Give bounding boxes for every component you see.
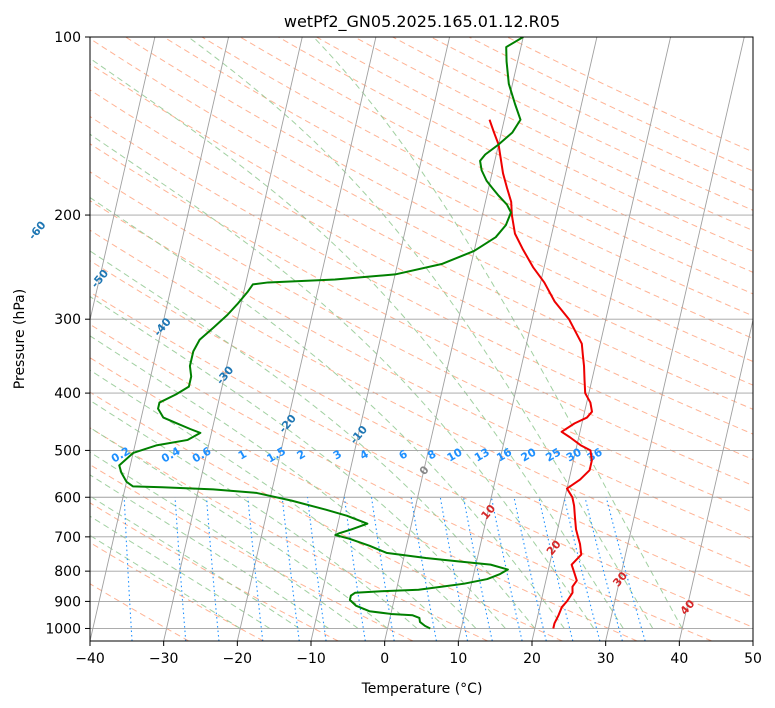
mixing-ratio-line xyxy=(174,497,187,641)
moist-adiabat xyxy=(90,426,388,629)
temperature-profile xyxy=(488,119,593,629)
mixing-ratio-line xyxy=(343,497,366,641)
isotherm xyxy=(457,37,598,641)
mixing-ratio-line xyxy=(605,497,646,641)
mixing-ratio-line xyxy=(306,497,327,641)
plot-area xyxy=(90,37,753,641)
y-tick-label: 800 xyxy=(54,564,81,580)
mixing-ratio-line xyxy=(490,497,523,641)
x-tick-label: −40 xyxy=(75,651,105,667)
isotherm xyxy=(678,317,753,641)
moist-adiabat xyxy=(90,295,506,629)
y-tick-label: 500 xyxy=(54,443,81,459)
mixing-ratio-line xyxy=(563,497,601,641)
mixing-ratio-line xyxy=(123,497,133,641)
dry-adiabat xyxy=(90,115,753,461)
dry-adiabat xyxy=(90,583,190,641)
dry-adiabat xyxy=(90,260,753,598)
moist-adiabat xyxy=(90,369,447,629)
moist-adiabat xyxy=(90,474,329,629)
dry-adiabat xyxy=(90,171,753,513)
dry-adiabat xyxy=(90,357,638,641)
dry-adiabat xyxy=(90,38,753,386)
y-tick-label: 600 xyxy=(54,490,81,506)
mixing-ratio-line xyxy=(281,497,300,641)
mixing-ratio-line xyxy=(462,497,493,641)
dry-adiabat xyxy=(163,37,753,339)
x-axis-label: Temperature (°C) xyxy=(361,681,483,697)
isotherm xyxy=(605,37,745,641)
y-tick-label: 100 xyxy=(54,30,81,46)
isotherm xyxy=(236,37,377,641)
mixing-ratio-line xyxy=(584,497,623,641)
dry-adiabat xyxy=(90,464,414,641)
x-tick-label: 40 xyxy=(670,651,688,667)
x-tick-label: 0 xyxy=(380,651,389,667)
isotherm xyxy=(752,638,753,641)
isotherm xyxy=(163,37,303,641)
mixing-ratio-line xyxy=(538,497,574,641)
mixing-ratio-line xyxy=(513,497,547,641)
dry-adiabat xyxy=(90,502,339,641)
mixing-ratio-line xyxy=(410,497,437,641)
y-tick-label: 900 xyxy=(54,594,81,610)
moist-adiabat xyxy=(90,133,595,629)
dry-adiabat xyxy=(201,37,753,317)
dry-adiabat xyxy=(90,63,753,410)
mixing-ratio-line xyxy=(439,497,469,641)
x-tick-label: −30 xyxy=(149,651,179,667)
isotherm xyxy=(90,37,230,641)
moist-adiabat xyxy=(90,451,359,629)
moist-adiabat xyxy=(90,335,477,629)
isotherm xyxy=(384,37,524,641)
moist-adiabat xyxy=(90,57,624,629)
isotherm xyxy=(90,37,156,322)
mixing-ratio-line xyxy=(205,497,220,641)
y-tick-label: 1000 xyxy=(45,621,81,637)
moist-adiabat xyxy=(90,250,536,629)
x-tick-label: 50 xyxy=(744,651,762,667)
plot-frame xyxy=(89,36,754,642)
y-tick-label: 400 xyxy=(54,386,81,402)
y-axis-label: Pressure (hPa) xyxy=(12,289,28,389)
moist-adiabat xyxy=(313,37,683,629)
x-tick-label: 30 xyxy=(597,651,615,667)
y-tick-label: 200 xyxy=(54,208,81,224)
dry-adiabat xyxy=(90,323,712,641)
y-tick-label: 700 xyxy=(54,530,81,546)
isotherm xyxy=(531,37,672,641)
dry-adiabat xyxy=(90,200,753,541)
isotherm-label: -60 xyxy=(26,218,49,242)
dewpoint-profile xyxy=(118,37,524,630)
x-tick-label: −20 xyxy=(223,651,253,667)
isotherm xyxy=(310,37,451,641)
moist-adiabat xyxy=(90,196,565,629)
chart-title: wetPf2_GN05.2025.165.01.12.R05 xyxy=(284,12,560,32)
x-tick-label: −10 xyxy=(296,651,326,667)
isotherm xyxy=(0,37,8,641)
mixing-ratio-line xyxy=(370,497,395,641)
x-tick-label: 20 xyxy=(523,651,541,667)
y-tick-label: 300 xyxy=(54,312,81,328)
x-tick-label: 10 xyxy=(449,651,467,667)
moist-adiabat xyxy=(90,399,418,629)
mixing-ratio-line xyxy=(247,497,264,641)
moist-adiabat xyxy=(188,37,654,629)
